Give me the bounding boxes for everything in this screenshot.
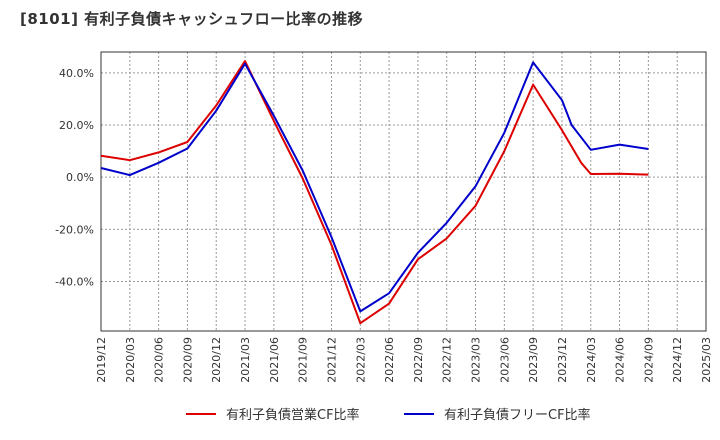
chart-title: [8101] 有利子負債キャッシュフロー比率の推移 bbox=[20, 10, 364, 28]
y-tick-label: 40.0% bbox=[59, 67, 94, 80]
x-tick-label: 2023/09 bbox=[527, 337, 540, 383]
x-tick-label: 2020/09 bbox=[181, 337, 194, 383]
x-tick-label: 2022/06 bbox=[383, 337, 396, 383]
x-tick-label: 2021/12 bbox=[325, 337, 338, 383]
x-tick-label: 2024/03 bbox=[585, 337, 598, 383]
legend-label-2: 有利子負債フリーCF比率 bbox=[444, 407, 591, 423]
x-tick-label: 2020/03 bbox=[124, 337, 137, 383]
x-tick-label: 2020/12 bbox=[210, 337, 223, 383]
y-tick-label: 20.0% bbox=[59, 119, 94, 132]
y-tick-label: -40.0% bbox=[55, 275, 94, 288]
x-tick-label: 2021/06 bbox=[268, 337, 281, 383]
x-tick-label: 2024/12 bbox=[671, 337, 684, 383]
x-tick-label: 2022/03 bbox=[354, 337, 367, 383]
legend-label-1: 有利子負債営業CF比率 bbox=[226, 407, 360, 423]
x-tick-label: 2023/06 bbox=[498, 337, 511, 383]
y-tick-label: -20.0% bbox=[55, 223, 94, 236]
plot-frame bbox=[100, 51, 707, 332]
x-tick-label: 2021/03 bbox=[239, 337, 252, 383]
x-tick-label: 2024/06 bbox=[614, 337, 627, 383]
x-tick-label: 2019/12 bbox=[95, 337, 108, 383]
x-tick-label: 2022/12 bbox=[441, 337, 454, 383]
x-tick-label: 2025/03 bbox=[700, 337, 713, 383]
x-tick-label: 2022/09 bbox=[412, 337, 425, 383]
series-line-1 bbox=[100, 60, 649, 325]
x-tick-label: 2021/09 bbox=[297, 337, 310, 383]
x-tick-label: 2024/09 bbox=[642, 337, 655, 383]
x-tick-label: 2020/06 bbox=[153, 337, 166, 383]
x-tick-label: 2023/03 bbox=[470, 337, 483, 383]
series-line-2 bbox=[100, 61, 649, 313]
x-tick-label: 2023/12 bbox=[556, 337, 569, 383]
plot-area bbox=[101, 52, 706, 331]
y-tick-label: 0.0% bbox=[66, 171, 94, 184]
